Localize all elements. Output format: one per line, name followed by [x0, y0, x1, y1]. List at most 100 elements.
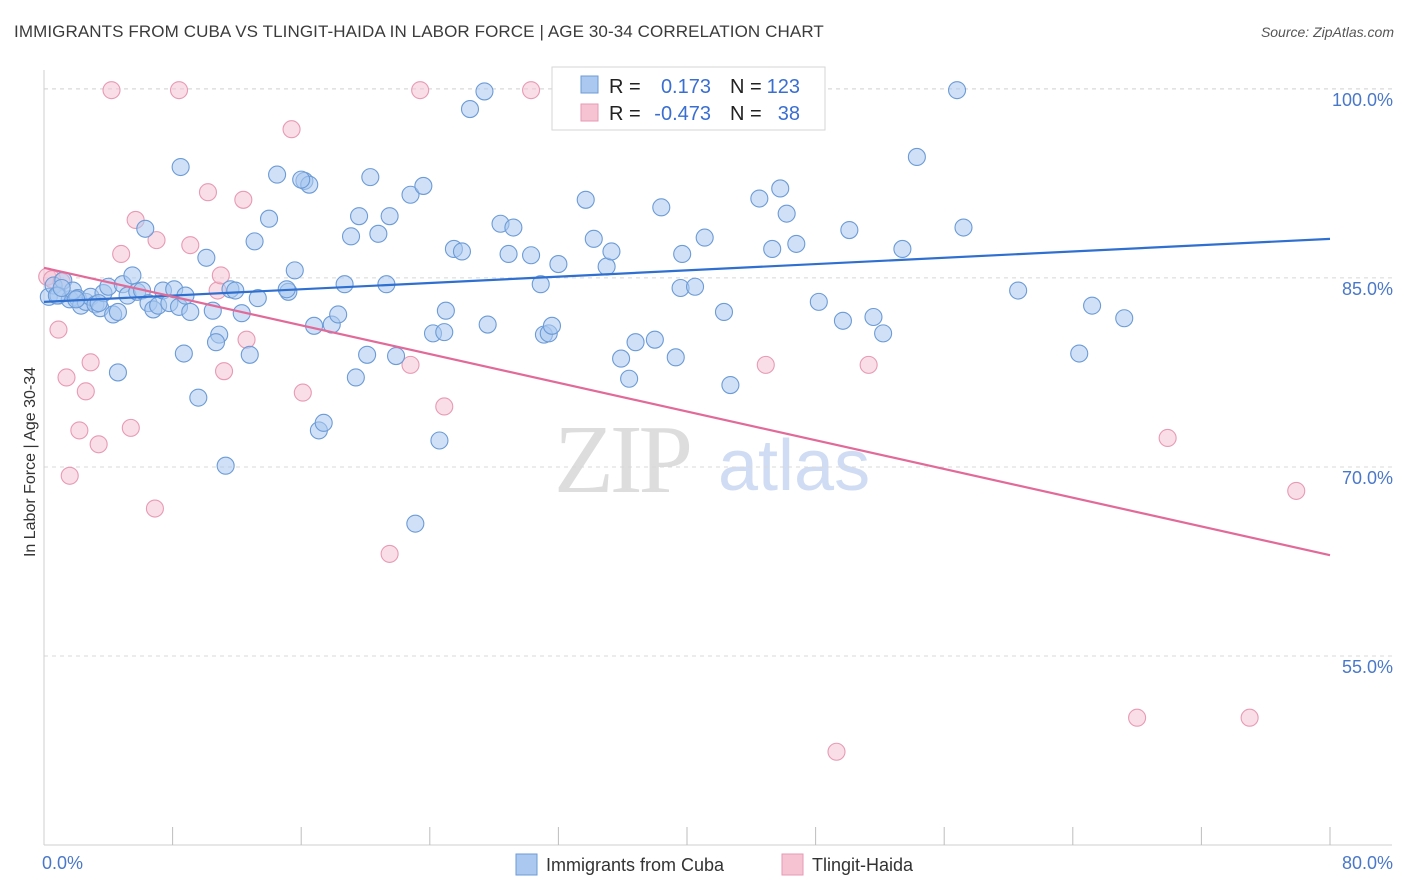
- legend-label-tlingit: Tlingit-Haida: [812, 855, 914, 875]
- cuba-point: [380, 207, 399, 226]
- tlingit-point: [211, 266, 230, 285]
- stats-legend-pink-swatch: [580, 103, 599, 122]
- tlingit-point: [522, 81, 541, 100]
- legend-swatch-cuba: [515, 853, 538, 876]
- cuba-point: [475, 82, 494, 101]
- cuba-point: [226, 281, 245, 300]
- cuba-point: [216, 456, 235, 475]
- tlingit-point: [411, 81, 430, 100]
- tlingit-point: [169, 81, 189, 100]
- cuba-point: [401, 185, 420, 204]
- cuba-point: [414, 176, 433, 195]
- stats-n-value-pink: 38: [778, 103, 800, 125]
- cuba-point: [874, 324, 893, 343]
- y-axis-label: In Labor Force | Age 30-34: [22, 367, 39, 557]
- stats-n-label-pink: N =: [730, 103, 762, 125]
- tlingit-point: [57, 368, 76, 387]
- cuba-point: [171, 157, 190, 177]
- tlingit-point: [121, 418, 140, 437]
- tlingit-point: [198, 183, 218, 202]
- tlingit-point: [60, 466, 79, 485]
- cuba-point: [136, 219, 155, 238]
- tlingit-point: [1240, 708, 1259, 727]
- cuba-point: [1070, 344, 1089, 363]
- cuba-point: [721, 375, 740, 395]
- cuba-point: [531, 275, 550, 294]
- cuba-point: [626, 333, 645, 352]
- x-tick-label-min: 0.0%: [42, 853, 83, 873]
- tlingit-point: [1128, 708, 1147, 727]
- y-tick-label: 85.0%: [1342, 279, 1393, 299]
- tlingit-point: [49, 320, 68, 339]
- legend-label-cuba: Immigrants from Cuba: [546, 855, 725, 875]
- tlingit-point: [89, 435, 108, 454]
- y-tick-label: 100.0%: [1332, 90, 1393, 110]
- cuba-point: [108, 302, 127, 322]
- tlingit-point: [282, 120, 301, 139]
- cuba-point: [341, 227, 361, 246]
- cuba-point: [386, 347, 406, 366]
- cuba-point: [833, 311, 852, 330]
- cuba-point: [430, 431, 449, 450]
- tlingit-point: [1158, 428, 1177, 448]
- cuba-point: [52, 278, 71, 298]
- cuba-point: [685, 277, 705, 296]
- cuba-point: [666, 348, 685, 367]
- cuba-point: [358, 345, 377, 364]
- cuba-point: [406, 514, 425, 533]
- axes: 100.0% 85.0% 70.0% 55.0% 0.0% 80.0%: [42, 70, 1393, 873]
- stats-legend: R = 0.173 N = 123 R = -0.473 N = 38: [551, 66, 826, 131]
- cuba-point: [181, 302, 200, 322]
- cuba-point: [369, 224, 388, 243]
- cuba-point: [714, 302, 734, 322]
- cuba-point: [89, 294, 108, 313]
- cuba-point: [478, 315, 497, 334]
- cuba-point: [584, 229, 603, 248]
- watermark-zip: ZIP: [554, 406, 689, 514]
- grid-lines: [44, 88, 1392, 657]
- tlingit-point: [234, 190, 253, 209]
- cuba-point: [504, 218, 523, 237]
- tlingit-point: [214, 362, 234, 381]
- tlingit-point: [112, 244, 131, 264]
- tlingit-point: [70, 421, 89, 440]
- series-legend: Immigrants from Cuba Tlingit-Haida: [515, 853, 914, 876]
- cuba-point: [206, 333, 226, 352]
- cuba-point: [1083, 296, 1102, 315]
- stats-r-value-pink: -0.473: [654, 103, 711, 125]
- cuba-point: [292, 170, 311, 189]
- cuba-point: [948, 81, 967, 100]
- stats-r-label-pink: R =: [609, 103, 641, 125]
- cuba-point: [840, 220, 859, 240]
- tlingit-point: [147, 231, 166, 250]
- tlingit-point: [1287, 481, 1306, 500]
- cuba-point: [522, 246, 541, 265]
- cuba-point: [108, 363, 127, 382]
- tlingit-point: [380, 544, 399, 563]
- tlingit-point: [76, 382, 95, 401]
- cuba-point: [499, 244, 518, 264]
- cuba-point: [197, 248, 216, 267]
- stats-r-value-blue: 0.173: [661, 76, 711, 98]
- tlingit-point: [145, 499, 164, 518]
- trend-lines: [43, 237, 1331, 557]
- cuba-point: [240, 345, 259, 364]
- cuba-point: [777, 204, 796, 223]
- stats-legend-blue-swatch: [580, 75, 599, 94]
- cuba-point: [314, 413, 333, 432]
- y-tick-label: 55.0%: [1342, 657, 1393, 677]
- cuba-point: [597, 257, 616, 276]
- tlingit-point: [827, 742, 846, 761]
- cuba-point: [460, 100, 480, 119]
- cuba-point: [123, 266, 142, 285]
- cuba-point: [612, 349, 631, 368]
- source-label: Source: ZipAtlas.com: [1260, 24, 1394, 40]
- cuba-point: [809, 292, 828, 311]
- cuba-point: [954, 218, 973, 237]
- cuba-point: [435, 323, 454, 342]
- cuba-point: [1009, 281, 1028, 300]
- cuba-point: [1115, 309, 1134, 328]
- cuba-point: [673, 244, 692, 264]
- cuba-point: [189, 388, 208, 407]
